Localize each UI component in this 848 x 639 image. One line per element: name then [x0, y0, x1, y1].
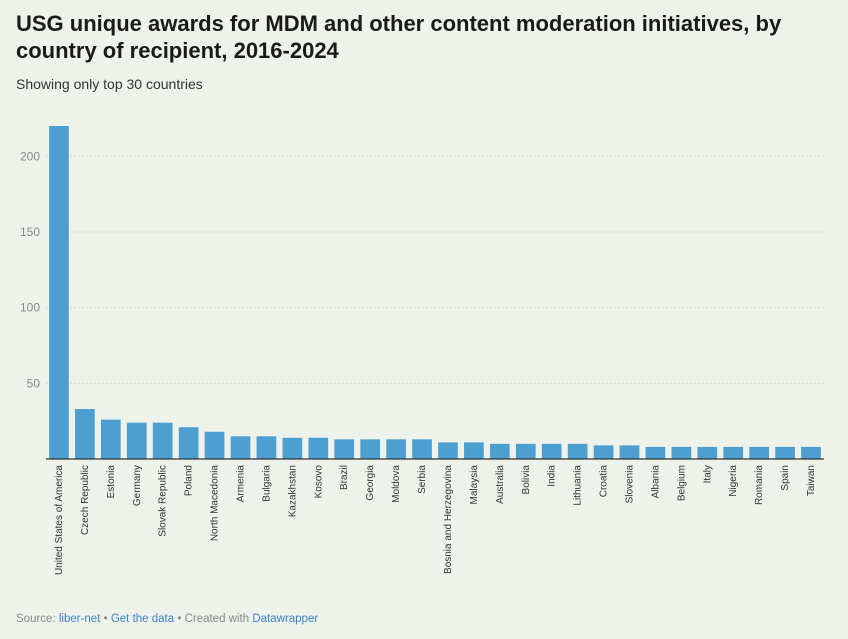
x-tick-label: Kosovo	[313, 465, 324, 499]
bar	[334, 439, 355, 459]
bar	[593, 445, 614, 459]
x-tick-label: Kazakhstan	[287, 465, 298, 517]
datawrapper-link[interactable]: Datawrapper	[252, 613, 319, 625]
footer-separator: •	[103, 613, 108, 625]
bar	[749, 446, 770, 459]
bar	[360, 439, 381, 459]
chart-subtitle: Showing only top 30 countries	[16, 76, 203, 92]
y-tick-label: 50	[27, 376, 41, 390]
y-tick-label: 150	[20, 225, 40, 239]
bar	[723, 446, 744, 459]
y-tick-label: 100	[20, 301, 40, 315]
x-tick-label: Slovenia	[625, 465, 636, 504]
x-tick-label: Bulgaria	[261, 465, 272, 502]
source-link[interactable]: liber-net	[58, 613, 101, 625]
bar	[230, 436, 251, 459]
y-tick-label: 200	[20, 149, 40, 163]
x-tick-label: United States of America	[54, 465, 65, 575]
bar	[204, 431, 225, 459]
x-tick-label: Italy	[702, 465, 713, 483]
bar	[412, 439, 432, 459]
x-tick-label: Romania	[754, 465, 765, 505]
x-tick-label: Brazil	[339, 465, 350, 490]
x-tick-label: Spain	[780, 465, 791, 491]
bar	[308, 437, 329, 459]
bar	[126, 422, 147, 459]
chart-title: USG unique awards for MDM and other cont…	[16, 11, 782, 63]
bar	[801, 446, 821, 459]
bar	[75, 409, 95, 459]
x-tick-label: Serbia	[417, 465, 428, 494]
x-tick-label: Moldova	[391, 465, 402, 503]
bar	[49, 126, 69, 459]
x-tick-label: Germany	[132, 465, 143, 506]
x-tick-label: Estonia	[106, 465, 117, 499]
x-tick-label: Armenia	[236, 465, 247, 503]
bar	[697, 446, 718, 459]
source-prefix: Source:	[16, 613, 56, 625]
bar	[515, 443, 536, 459]
x-tick-label: Bosnia and Herzegovina	[443, 465, 454, 574]
bar	[645, 446, 666, 459]
x-tick-label: Nigeria	[728, 465, 739, 497]
x-tick-label: Albania	[650, 465, 661, 499]
bar	[619, 445, 640, 459]
x-tick-label: Australia	[495, 465, 506, 504]
x-tick-label: Bolivia	[521, 465, 532, 495]
bar	[438, 442, 458, 459]
x-tick-label: Belgium	[676, 465, 687, 501]
bar	[386, 439, 406, 459]
x-tick-label: North Macedonia	[210, 465, 221, 542]
bar	[100, 419, 121, 459]
chart-footer: Source: liber-net • Get the data • Creat…	[16, 613, 318, 625]
bar	[567, 443, 588, 459]
footer-separator: •	[177, 613, 182, 625]
x-tick-label: India	[547, 465, 558, 487]
bar	[256, 436, 277, 459]
x-tick-label: Croatia	[599, 465, 610, 498]
created-with-text: Created with	[184, 613, 250, 625]
bar	[541, 443, 562, 459]
x-tick-label: Slovak Republic	[158, 465, 169, 537]
bar	[464, 442, 484, 459]
bar-chart: 50 100 150 200 United States of America Czech…	[20, 126, 824, 575]
x-tick-label: Czech Republic	[80, 465, 91, 535]
bar	[282, 437, 303, 459]
get-data-link[interactable]: Get the data	[110, 613, 175, 625]
x-tick-label: Georgia	[365, 465, 376, 501]
bar	[775, 446, 795, 459]
x-tick-label: Poland	[184, 465, 195, 496]
x-tick-label: Lithuania	[573, 465, 584, 506]
bar	[152, 422, 173, 459]
x-tick-label: Taiwan	[806, 465, 817, 496]
bar	[671, 446, 692, 459]
bar	[489, 443, 510, 459]
bar	[178, 427, 199, 459]
x-tick-label: Malaysia	[469, 465, 480, 505]
